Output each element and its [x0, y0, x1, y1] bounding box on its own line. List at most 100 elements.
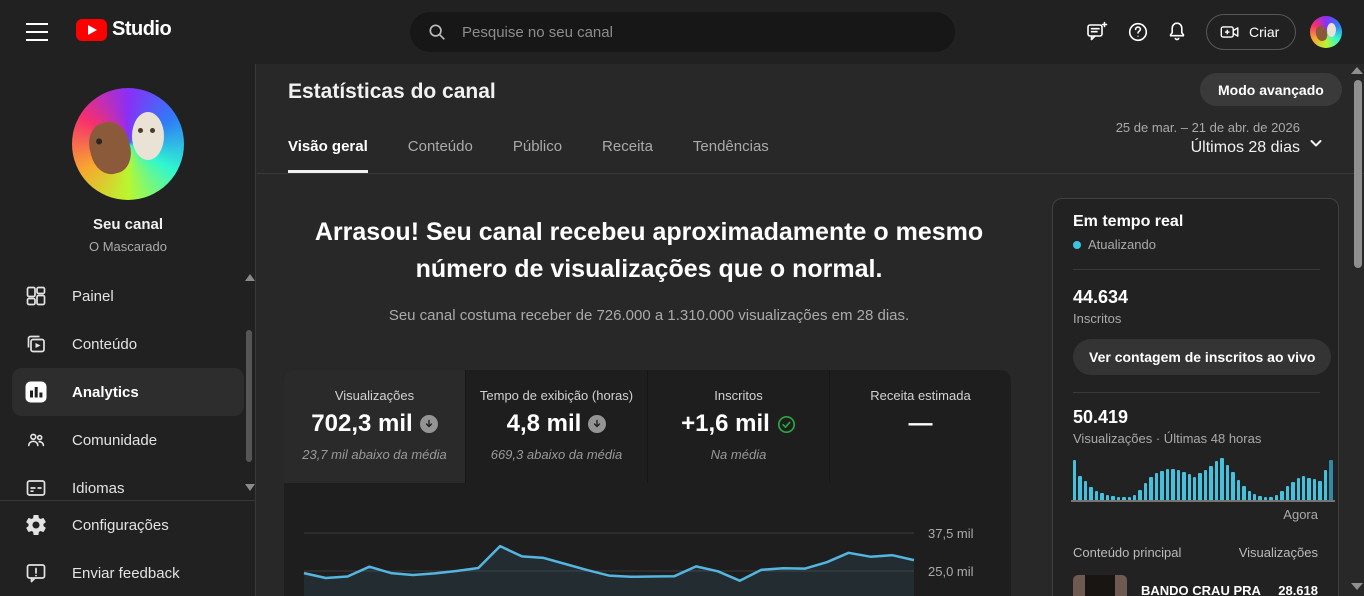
settings-gear-icon — [26, 515, 46, 535]
metric-note: Na média — [710, 447, 767, 462]
sidebar-item-idiomas[interactable]: Idiomas — [0, 464, 256, 499]
sidebar-item-label: Idiomas — [72, 479, 125, 497]
tab-publico[interactable]: Público — [512, 138, 563, 155]
tab-visao-geral[interactable]: Visão geral — [288, 138, 368, 173]
realtime-bar — [1258, 495, 1262, 500]
trend-down-icon — [588, 415, 607, 433]
realtime-bar — [1285, 485, 1290, 500]
sidebar-scroll-up-arrow[interactable] — [245, 274, 255, 281]
performance-subtitle: Seu canal costuma receber de 726.000 a 1… — [388, 307, 910, 324]
metric-label: Inscritos — [714, 388, 763, 403]
sidebar-item-enviar-feedback[interactable]: Enviar feedback — [0, 549, 256, 596]
divider — [1073, 392, 1320, 393]
realtime-bar — [1154, 473, 1159, 500]
realtime-bar — [1329, 460, 1333, 500]
content-icon — [27, 335, 45, 353]
realtime-bar — [1078, 476, 1082, 500]
sidebar-item-configuracoes[interactable]: Configurações — [0, 501, 256, 549]
sidebar-scroll-down-arrow[interactable] — [245, 484, 255, 491]
menu-icon[interactable] — [26, 23, 48, 41]
date-range-picker[interactable]: 25 de mar. – 21 de abr. de 2026 Últimos … — [1040, 120, 1300, 157]
realtime-bar — [1214, 461, 1219, 500]
trend-down-icon — [419, 415, 438, 433]
realtime-bar — [1269, 496, 1273, 500]
sidebar-item-label: Configurações — [72, 516, 169, 534]
sidebar-item-label: Painel — [72, 287, 114, 305]
realtime-bar — [1094, 490, 1099, 500]
sidebar-item-analytics[interactable]: Analytics — [12, 368, 244, 416]
sidebar-scrollbar-thumb[interactable] — [246, 330, 252, 462]
tab-conteudo[interactable]: Conteúdo — [407, 138, 473, 155]
create-button[interactable]: Criar — [1206, 14, 1297, 50]
youtube-play-icon — [76, 18, 107, 41]
brand-name: Studio — [112, 18, 172, 40]
realtime-bar — [1165, 469, 1170, 500]
feedback-icon — [26, 564, 46, 583]
page-scrollbar-thumb[interactable] — [1354, 80, 1362, 268]
views-line-chart — [303, 532, 915, 596]
live-dot-icon — [1073, 240, 1081, 249]
metric-value: — — [908, 410, 933, 437]
account-avatar[interactable] — [1310, 16, 1342, 48]
metric-inscritos[interactable]: Inscritos +1,6 mil Na média — [647, 370, 829, 483]
sidebar: Seu canal O Mascarado Painel Conteúdo An… — [0, 64, 256, 596]
create-label: Criar — [1249, 24, 1280, 40]
realtime-bar — [1323, 469, 1328, 500]
key-metrics-card: Visualizações 702,3 mil 23,7 mil abaixo … — [284, 370, 1011, 596]
realtime-bar — [1073, 460, 1077, 500]
realtime-bar — [1132, 494, 1137, 500]
realtime-bar — [1083, 481, 1088, 500]
top-content-header: Conteúdo principal Visualizações — [1073, 545, 1318, 560]
metric-row: Visualizações 702,3 mil 23,7 mil abaixo … — [284, 370, 1011, 483]
metric-label: Tempo de exibição (horas) — [479, 388, 634, 403]
bar-chart-baseline — [1071, 500, 1335, 502]
metric-label: Visualizações — [334, 388, 415, 403]
metric-visualizacoes[interactable]: Visualizações 702,3 mil 23,7 mil abaixo … — [284, 370, 465, 483]
channel-avatar[interactable] — [72, 88, 184, 200]
advanced-mode-button[interactable]: Modo avançado — [1200, 73, 1342, 106]
metric-value: +1,6 mil — [681, 410, 770, 437]
realtime-bar — [1138, 489, 1142, 500]
realtime-bar — [1105, 494, 1110, 500]
sidebar-item-comunidade[interactable]: Comunidade — [0, 416, 256, 464]
youtube-studio-logo[interactable]: Studio — [76, 18, 172, 41]
search-bar[interactable] — [410, 12, 955, 52]
page-scroll-down-arrow[interactable] — [1351, 583, 1363, 590]
help-icon[interactable] — [1126, 20, 1150, 44]
sidebar-item-painel[interactable]: Painel — [0, 272, 256, 320]
realtime-bar — [1187, 474, 1191, 500]
sidebar-menu: Painel Conteúdo Analytics Comunidade — [0, 272, 256, 499]
metric-receita-estimada[interactable]: Receita estimada — — [829, 370, 1011, 483]
tab-tendencias[interactable]: Tendências — [692, 138, 769, 155]
video-thumbnail — [1073, 575, 1127, 596]
video-views: 28.618 — [1278, 582, 1318, 596]
whats-new-icon[interactable] — [1085, 20, 1109, 44]
metric-tempo-exibicao[interactable]: Tempo de exibição (horas) 4,8 mil 669,3 … — [465, 370, 647, 483]
realtime-bar — [1143, 483, 1148, 500]
realtime-bar — [1100, 492, 1104, 500]
top-content-header-left: Conteúdo principal — [1073, 545, 1182, 560]
realtime-bar — [1160, 470, 1164, 500]
notifications-bell-icon[interactable] — [1165, 20, 1189, 44]
search-icon — [429, 24, 445, 40]
realtime-bar — [1182, 471, 1186, 500]
subtitles-icon — [26, 480, 46, 496]
top-content-row[interactable]: BANDO CRAU PRA... 28.618 — [1073, 575, 1318, 596]
live-subscriber-count-button[interactable]: Ver contagem de inscritos ao vivo — [1073, 339, 1332, 375]
realtime-bar — [1318, 480, 1322, 500]
sidebar-item-conteudo[interactable]: Conteúdo — [0, 320, 256, 368]
realtime-views-label: Visualizações · Últimas 48 horas — [1073, 431, 1262, 446]
realtime-title: Em tempo real — [1073, 213, 1184, 230]
channel-subtitle: O Mascarado — [88, 239, 168, 254]
page-scroll-up-arrow[interactable] — [1351, 67, 1363, 74]
check-circle-icon — [777, 415, 795, 433]
realtime-bar — [1252, 494, 1257, 500]
search-input[interactable] — [462, 23, 939, 41]
realtime-bar — [1198, 473, 1202, 500]
realtime-bar — [1209, 466, 1213, 500]
now-label: Agora — [1283, 507, 1318, 522]
realtime-bar — [1171, 468, 1175, 500]
tab-receita[interactable]: Receita — [602, 138, 653, 155]
create-video-icon — [1220, 26, 1239, 38]
analytics-icon — [25, 381, 47, 403]
